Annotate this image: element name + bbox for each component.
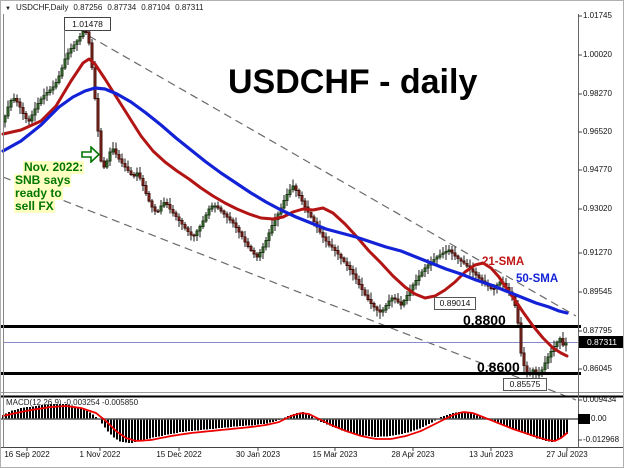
- date-axis-label: 30 Jan 2023: [235, 450, 281, 459]
- sma21-legend-label: 21-SMA: [482, 256, 525, 268]
- date-axis-label: 1 Nov 2022: [79, 450, 121, 459]
- axis-tick-label: 0.89545: [583, 287, 612, 296]
- axis-tick-label: 0.98270: [583, 89, 612, 98]
- axis-tick-label: 0.96520: [583, 127, 612, 136]
- symbol-period-label: USDCHF,Daily: [15, 3, 69, 12]
- snb-annotation-line: sell FX: [14, 199, 55, 213]
- open-value: 0.87256: [73, 3, 103, 12]
- axis-tick-label: 0.86045: [583, 364, 612, 373]
- axis-tick-label: -0.012968: [583, 435, 620, 444]
- right-arrow-icon: [81, 145, 101, 168]
- macd-indicator-label: MACD(12,26,9) -0.003254 -0.005850: [6, 398, 139, 407]
- axis-tick-label: 0.87795: [583, 326, 612, 335]
- close-value: 0.87311: [175, 3, 204, 12]
- axis-tick-label: 1.01745: [583, 11, 612, 20]
- snb-annotation: Nov. 2022: SNB says ready to sell FX: [14, 160, 85, 213]
- date-axis-label: 15 Dec 2022: [156, 450, 202, 459]
- swing-high-connector-line: [64, 30, 65, 56]
- info-bar: ▼ USDCHF,Daily 0.87256 0.87734 0.87104 0.8731…: [5, 3, 204, 12]
- price-level-label-85575: 0.85575: [503, 378, 547, 391]
- axis-tick-label: 1.00020: [583, 50, 612, 59]
- snb-annotation-line: Nov. 2022:: [23, 160, 85, 174]
- sma50-legend-label: 50-SMA: [516, 273, 559, 285]
- axis-tick-label: 0.94770: [583, 165, 612, 174]
- low-value: 0.87104: [141, 3, 171, 12]
- swing-high-price-label: 1.01478: [64, 17, 111, 31]
- current-price-badge: 0.87311: [579, 336, 623, 348]
- price-level-label-89014: 0.89014: [434, 297, 476, 310]
- snb-annotation-line: ready to: [14, 186, 63, 200]
- date-axis-label: 15 Mar 2023: [312, 450, 358, 459]
- support-level-label: 0.8600: [477, 359, 520, 375]
- axis-tick-label: 0.91270: [583, 248, 612, 257]
- axis-tick-label: 0.93020: [583, 204, 612, 213]
- high-value: 0.87734: [107, 3, 137, 12]
- date-axis-label: 13 Jun 2023: [468, 450, 514, 459]
- axis-tick-label: 0.00: [591, 414, 607, 423]
- macd-current-value-marker: [578, 414, 590, 424]
- snb-annotation-line: SNB says: [14, 173, 72, 187]
- axis-tick-label: 0.009434: [583, 395, 617, 404]
- date-axis-label: 16 Sep 2022: [4, 450, 50, 459]
- date-axis-label: 27 Jul 2023: [546, 450, 588, 459]
- chevron-down-icon[interactable]: ▼: [5, 6, 11, 12]
- resistance-level-label: 0.8800: [463, 312, 506, 328]
- chart-title: USDCHF - daily: [228, 63, 478, 101]
- date-axis-label: 28 Apr 2023: [391, 450, 435, 459]
